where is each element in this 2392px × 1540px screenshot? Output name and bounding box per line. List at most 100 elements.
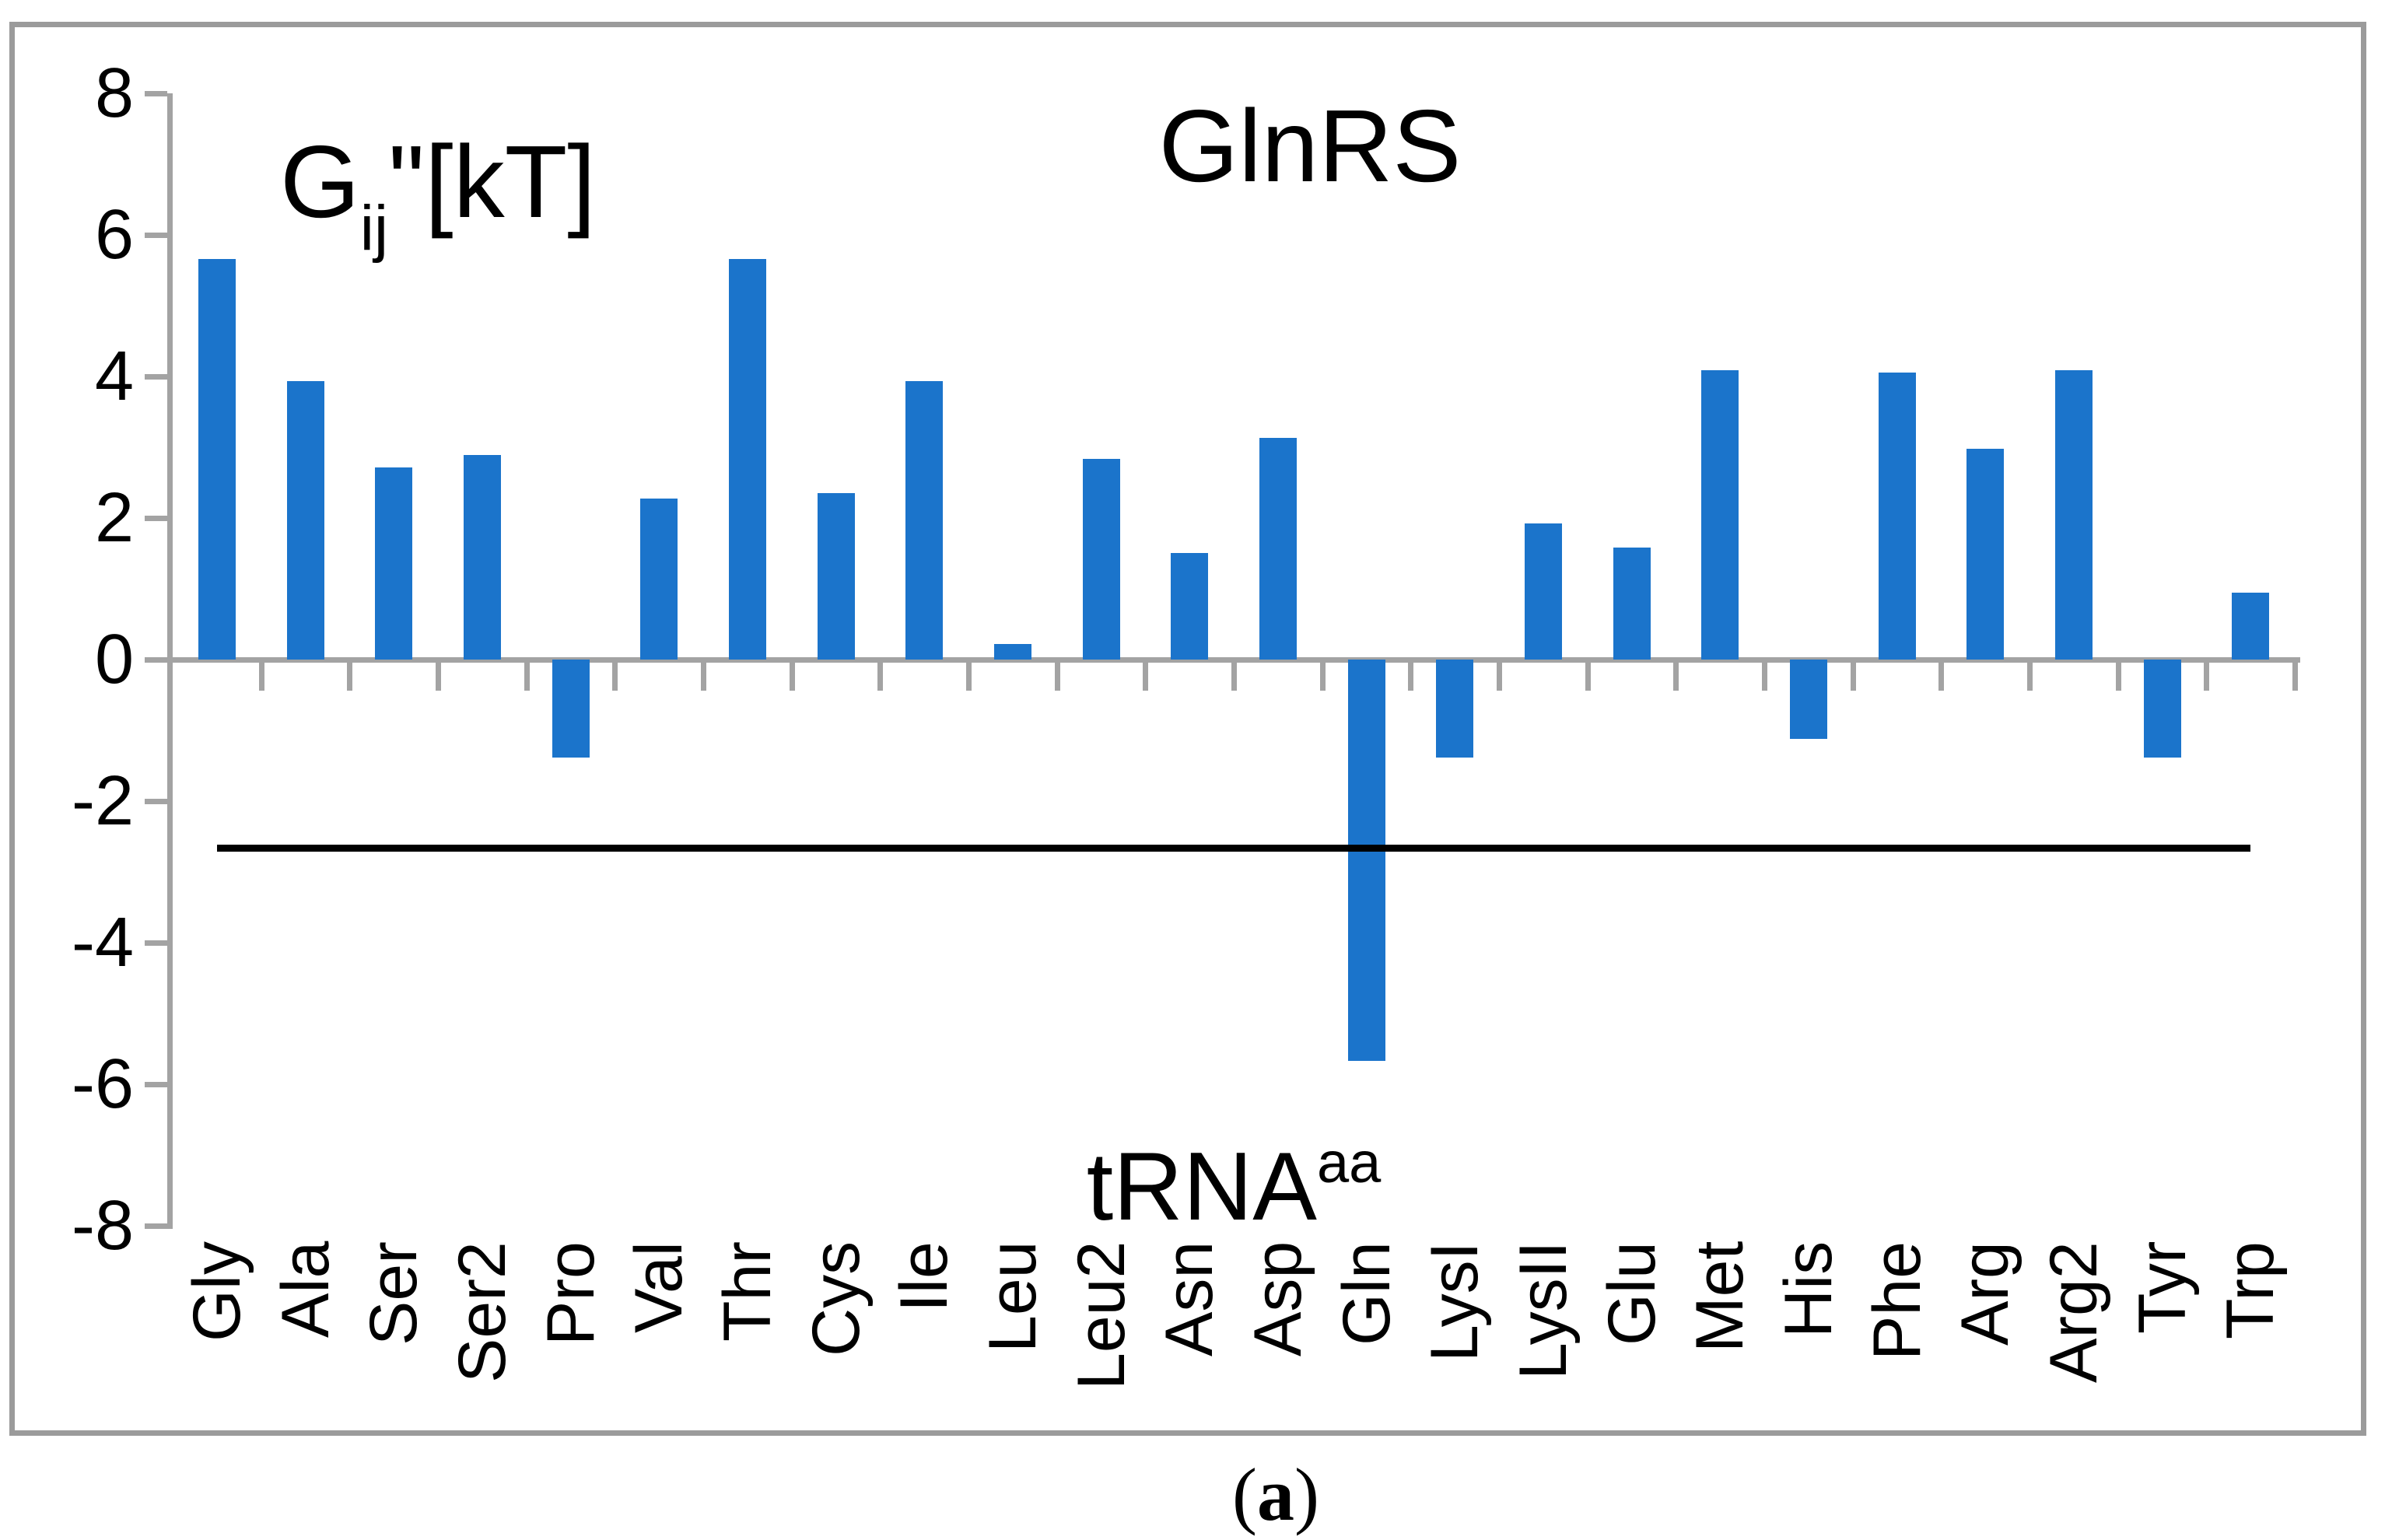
x-category-label-His: His: [1771, 1241, 1846, 1339]
y-tick-mark--2: [145, 799, 167, 804]
x-category-label-Tyr: Tyr: [2125, 1241, 2200, 1335]
x-category-label-Gly: Gly: [180, 1241, 254, 1342]
x-tick-mark-13: [1319, 661, 1326, 691]
x-category-label-Trp: Trp: [2213, 1241, 2288, 1339]
caption-open-paren: (: [1232, 1453, 1257, 1536]
x-tick-mark-12: [1231, 661, 1237, 691]
x-tick-mark-3: [436, 661, 441, 691]
x-category-label-Ile: Ile: [887, 1241, 961, 1312]
x-category-label-Ser2: Ser2: [445, 1241, 520, 1383]
x-tick-mark-18: [1762, 661, 1767, 691]
x-tick-mark-22: [2115, 661, 2121, 691]
y-tick-mark-8: [145, 91, 167, 96]
bar-Met: [1701, 370, 1739, 660]
bar-Asn: [1171, 553, 1208, 660]
bar-Trp: [2232, 593, 2269, 660]
bar-Gln: [1348, 660, 1385, 1061]
y-tick-mark-2: [145, 516, 167, 521]
x-tick-mark-10: [1054, 661, 1060, 691]
x-tick-mark-11: [1143, 661, 1149, 691]
x-tick-mark-17: [1673, 661, 1679, 691]
x-category-label-Glu: Glu: [1595, 1241, 1669, 1346]
x-tick-mark-23: [2204, 661, 2210, 691]
y-tick-label-8: 8: [94, 54, 134, 132]
bar-Phe: [1879, 373, 1916, 660]
bar-Leu2: [1083, 459, 1120, 660]
bar-Asp: [1259, 438, 1297, 660]
y-tick-mark-0: [145, 657, 167, 663]
x-tick-mark-21: [2027, 661, 2033, 691]
x-tick-mark-6: [701, 661, 706, 691]
y-tick-label--4: -4: [71, 904, 134, 982]
x-category-label-Asn: Asn: [1152, 1241, 1227, 1357]
y-tick-label--2: -2: [71, 762, 134, 840]
x-category-label-Val: Val: [622, 1241, 696, 1333]
x-category-label-Leu: Leu: [975, 1241, 1050, 1353]
bar-Leu: [994, 644, 1031, 660]
y-axis-title-base: G: [280, 124, 360, 239]
bar-Cys: [818, 493, 855, 660]
x-category-label-Thr: Thr: [710, 1241, 785, 1342]
x-axis-title-superscript: aa: [1316, 1130, 1382, 1195]
bar-Thr: [729, 259, 766, 660]
y-tick-mark-6: [145, 233, 167, 238]
x-tick-mark-7: [789, 661, 795, 691]
x-tick-mark-14: [1408, 661, 1414, 691]
bar-Pro: [552, 660, 590, 758]
x-category-label-Leu2: Leu2: [1064, 1241, 1139, 1391]
bar-His: [1790, 660, 1827, 739]
x-tick-mark-1: [258, 661, 264, 691]
bar-Val: [640, 499, 678, 660]
y-tick-label--6: -6: [71, 1045, 134, 1123]
caption-close-paren: ): [1294, 1453, 1319, 1536]
y-tick-mark--8: [145, 1223, 167, 1229]
x-tick-mark-4: [524, 661, 530, 691]
bar-Ser2: [464, 455, 501, 660]
x-category-label-LysII: LysII: [1506, 1241, 1581, 1381]
y-tick-mark--4: [145, 940, 167, 946]
bar-LysII: [1525, 523, 1562, 660]
y-tick-label--8: -8: [71, 1187, 134, 1265]
x-tick-mark-16: [1585, 661, 1591, 691]
x-axis-title: tRNAaa: [923, 1129, 1545, 1242]
x-category-label-Gln: Gln: [1329, 1241, 1404, 1346]
x-axis-line: [167, 657, 2300, 663]
y-axis-title-subscript: ij: [359, 193, 389, 264]
x-tick-mark-15: [1497, 661, 1502, 691]
bar-Tyr: [2144, 660, 2181, 758]
x-category-label-LysI: LysI: [1417, 1241, 1492, 1362]
x-category-label-Ala: Ala: [268, 1241, 343, 1339]
x-category-label-Arg: Arg: [1948, 1241, 2023, 1346]
x-tick-mark-9: [966, 661, 972, 691]
y-tick-mark-4: [145, 374, 167, 380]
x-tick-mark-19: [1850, 661, 1856, 691]
bar-Arg2: [2055, 370, 2093, 660]
bar-Ser: [375, 467, 412, 660]
x-tick-mark-8: [877, 661, 884, 691]
x-category-label-Cys: Cys: [799, 1241, 874, 1357]
bar-Arg: [1966, 449, 2004, 660]
figure-caption: (a): [1120, 1451, 1431, 1538]
y-tick-label-6: 6: [94, 196, 134, 274]
x-category-label-Ser: Ser: [356, 1241, 431, 1346]
x-category-label-Met: Met: [1683, 1241, 1757, 1353]
x-category-label-Pro: Pro: [534, 1241, 608, 1346]
bar-Gly: [198, 259, 236, 660]
chart-title: GlnRS: [1158, 89, 1462, 203]
bar-LysI: [1436, 660, 1473, 758]
y-tick-mark--6: [145, 1082, 167, 1087]
y-tick-label-2: 2: [94, 479, 134, 557]
x-tick-mark-5: [612, 661, 618, 691]
x-tick-mark-2: [347, 661, 353, 691]
y-axis-title: Gij"[kT]: [280, 123, 596, 265]
bar-Glu: [1613, 548, 1651, 660]
y-tick-label-0: 0: [94, 621, 134, 698]
x-tick-mark-24: [2292, 661, 2298, 691]
caption-letter: a: [1257, 1453, 1294, 1536]
bar-Ile: [905, 381, 943, 660]
x-axis-title-base: tRNA: [1086, 1133, 1317, 1241]
x-category-label-Asp: Asp: [1241, 1241, 1315, 1357]
x-tick-mark-20: [1938, 661, 1945, 691]
figure-frame: [9, 22, 2366, 1436]
